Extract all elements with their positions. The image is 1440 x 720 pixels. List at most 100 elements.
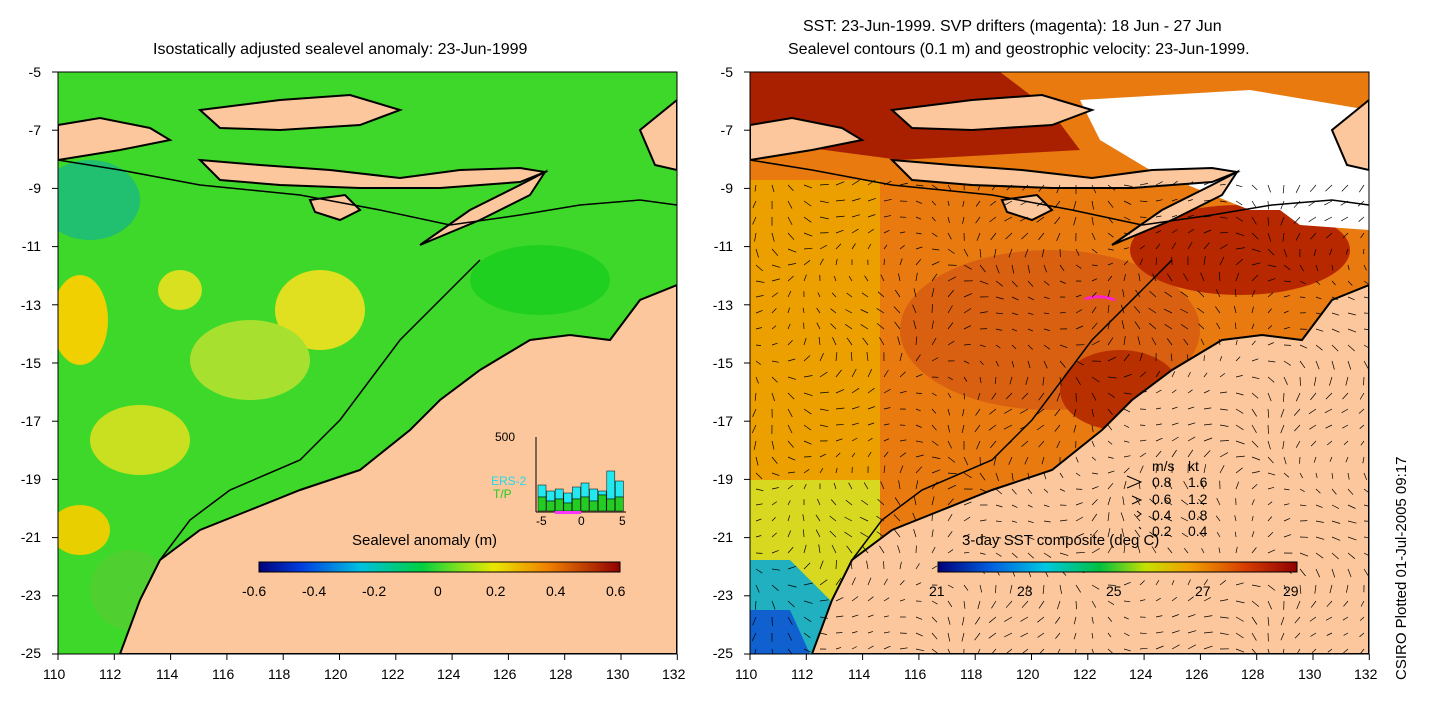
sst-colorbar-tick: 23 (1017, 583, 1033, 599)
velocity-arrow (1280, 616, 1285, 626)
velocity-arrow (1121, 528, 1125, 538)
velocity-arrow (1021, 600, 1029, 608)
velocity-arrow (755, 264, 763, 272)
sst-colorbar-tick: 29 (1283, 583, 1299, 599)
velocity-arrow (755, 518, 762, 522)
velocity-arrow (979, 344, 986, 348)
velocity-arrow (1139, 599, 1146, 602)
velocity-arrow (829, 515, 837, 522)
left-lon-tick: 114 (156, 666, 179, 682)
velocity-arrow (1218, 272, 1221, 282)
velocity-arrow (771, 184, 775, 193)
velocity-arrow (1059, 519, 1068, 522)
velocity-arrow (803, 408, 812, 415)
velocity-arrow (1315, 472, 1318, 478)
velocity-arrow (1343, 648, 1349, 654)
velocity-arrow (915, 336, 918, 346)
velocity-arrow (947, 200, 950, 207)
velocity-arrow (1295, 184, 1301, 193)
velocity-arrow (833, 275, 837, 282)
velocity-key-kt: 1.2 (1188, 491, 1208, 507)
velocity-arrow (867, 437, 873, 442)
velocity-arrow (1216, 498, 1221, 506)
velocity-arrow (899, 231, 906, 234)
velocity-arrow (1107, 545, 1113, 554)
velocity-arrow (1091, 440, 1095, 447)
velocity-arrow (1308, 408, 1317, 415)
velocity-arrow (963, 248, 969, 257)
velocity-arrow (1187, 614, 1196, 618)
velocity-arrow (819, 371, 828, 378)
velocity-arrow (1107, 456, 1114, 459)
velocity-arrow (867, 369, 873, 378)
histogram-bar-tp (546, 500, 555, 512)
velocity-arrow (787, 440, 794, 448)
velocity-arrow (1219, 244, 1228, 250)
velocity-arrow (1120, 512, 1125, 522)
velocity-arrow (1056, 440, 1061, 449)
velocity-arrow (787, 263, 797, 266)
velocity-arrow (947, 376, 953, 381)
left-lat-tick: -15 (20, 355, 41, 371)
histogram-bar-ers2 (572, 486, 581, 500)
velocity-arrow (1363, 360, 1369, 369)
velocity-arrow (1155, 631, 1164, 634)
velocity-arrow (1251, 216, 1257, 225)
velocity-arrow (1293, 200, 1301, 208)
sla-colorbar-tick: 0 (434, 583, 442, 599)
velocity-arrow (835, 243, 842, 250)
velocity-arrow (1107, 584, 1116, 586)
velocity-arrow (1314, 584, 1317, 594)
velocity-arrow (1216, 532, 1221, 538)
velocity-arrow (1107, 392, 1115, 398)
plot-credit: CSIRO Plotted 01-Jul-2005 09:17 (1393, 456, 1410, 680)
velocity-arrow (883, 465, 886, 474)
velocity-arrow (1296, 600, 1301, 610)
right-lon-tick: 126 (1185, 666, 1209, 682)
velocity-arrow (1123, 544, 1126, 554)
velocity-arrow (1151, 546, 1157, 554)
velocity-arrow (947, 424, 951, 433)
velocity-arrow (976, 232, 981, 241)
velocity-arrow (963, 472, 972, 479)
velocity-arrow (1235, 546, 1238, 554)
velocity-arrow (1027, 344, 1033, 350)
velocity-arrow (1187, 436, 1196, 442)
velocity-arrow (913, 528, 917, 538)
velocity-arrow (991, 392, 997, 400)
velocity-arrow (845, 324, 853, 330)
velocity-arrow (975, 216, 981, 224)
velocity-arrow (1107, 232, 1114, 238)
velocity-arrow (1091, 340, 1100, 346)
sst-colorbar-tick: 27 (1195, 583, 1211, 599)
velocity-arrow (931, 600, 938, 605)
velocity-arrow (803, 529, 805, 538)
velocity-arrow (1107, 289, 1111, 298)
velocity-arrow (1201, 548, 1205, 554)
velocity-arrow (1123, 424, 1130, 428)
velocity-arrow (912, 512, 917, 522)
sst-colorbar-label: 3-day SST composite (deg C) (962, 532, 1160, 549)
velocity-arrow (864, 275, 869, 282)
velocity-arrow (1347, 312, 1356, 316)
velocity-arrow (1347, 520, 1357, 524)
velocity-arrow (915, 648, 925, 652)
velocity-arrow (1171, 449, 1177, 458)
velocity-arrow (835, 423, 844, 426)
left-lat-tick: -9 (28, 180, 41, 196)
velocity-arrow (1347, 472, 1350, 480)
velocity-arrow (947, 392, 952, 398)
velocity-arrow (1167, 547, 1173, 554)
velocity-arrow (1171, 436, 1179, 442)
velocity-arrow (962, 616, 965, 626)
velocity-arrow (835, 407, 845, 410)
velocity-arrow (1011, 536, 1018, 540)
velocity-arrow (1003, 424, 1013, 430)
velocity-arrow (1346, 584, 1349, 593)
velocity-arrow (1331, 312, 1340, 316)
velocity-arrow (1326, 232, 1333, 239)
histogram-ymax-label: 500 (495, 430, 516, 444)
velocity-arrow (1042, 584, 1045, 595)
velocity-arrow (1155, 645, 1164, 650)
bathymetry-contour (58, 159, 677, 226)
